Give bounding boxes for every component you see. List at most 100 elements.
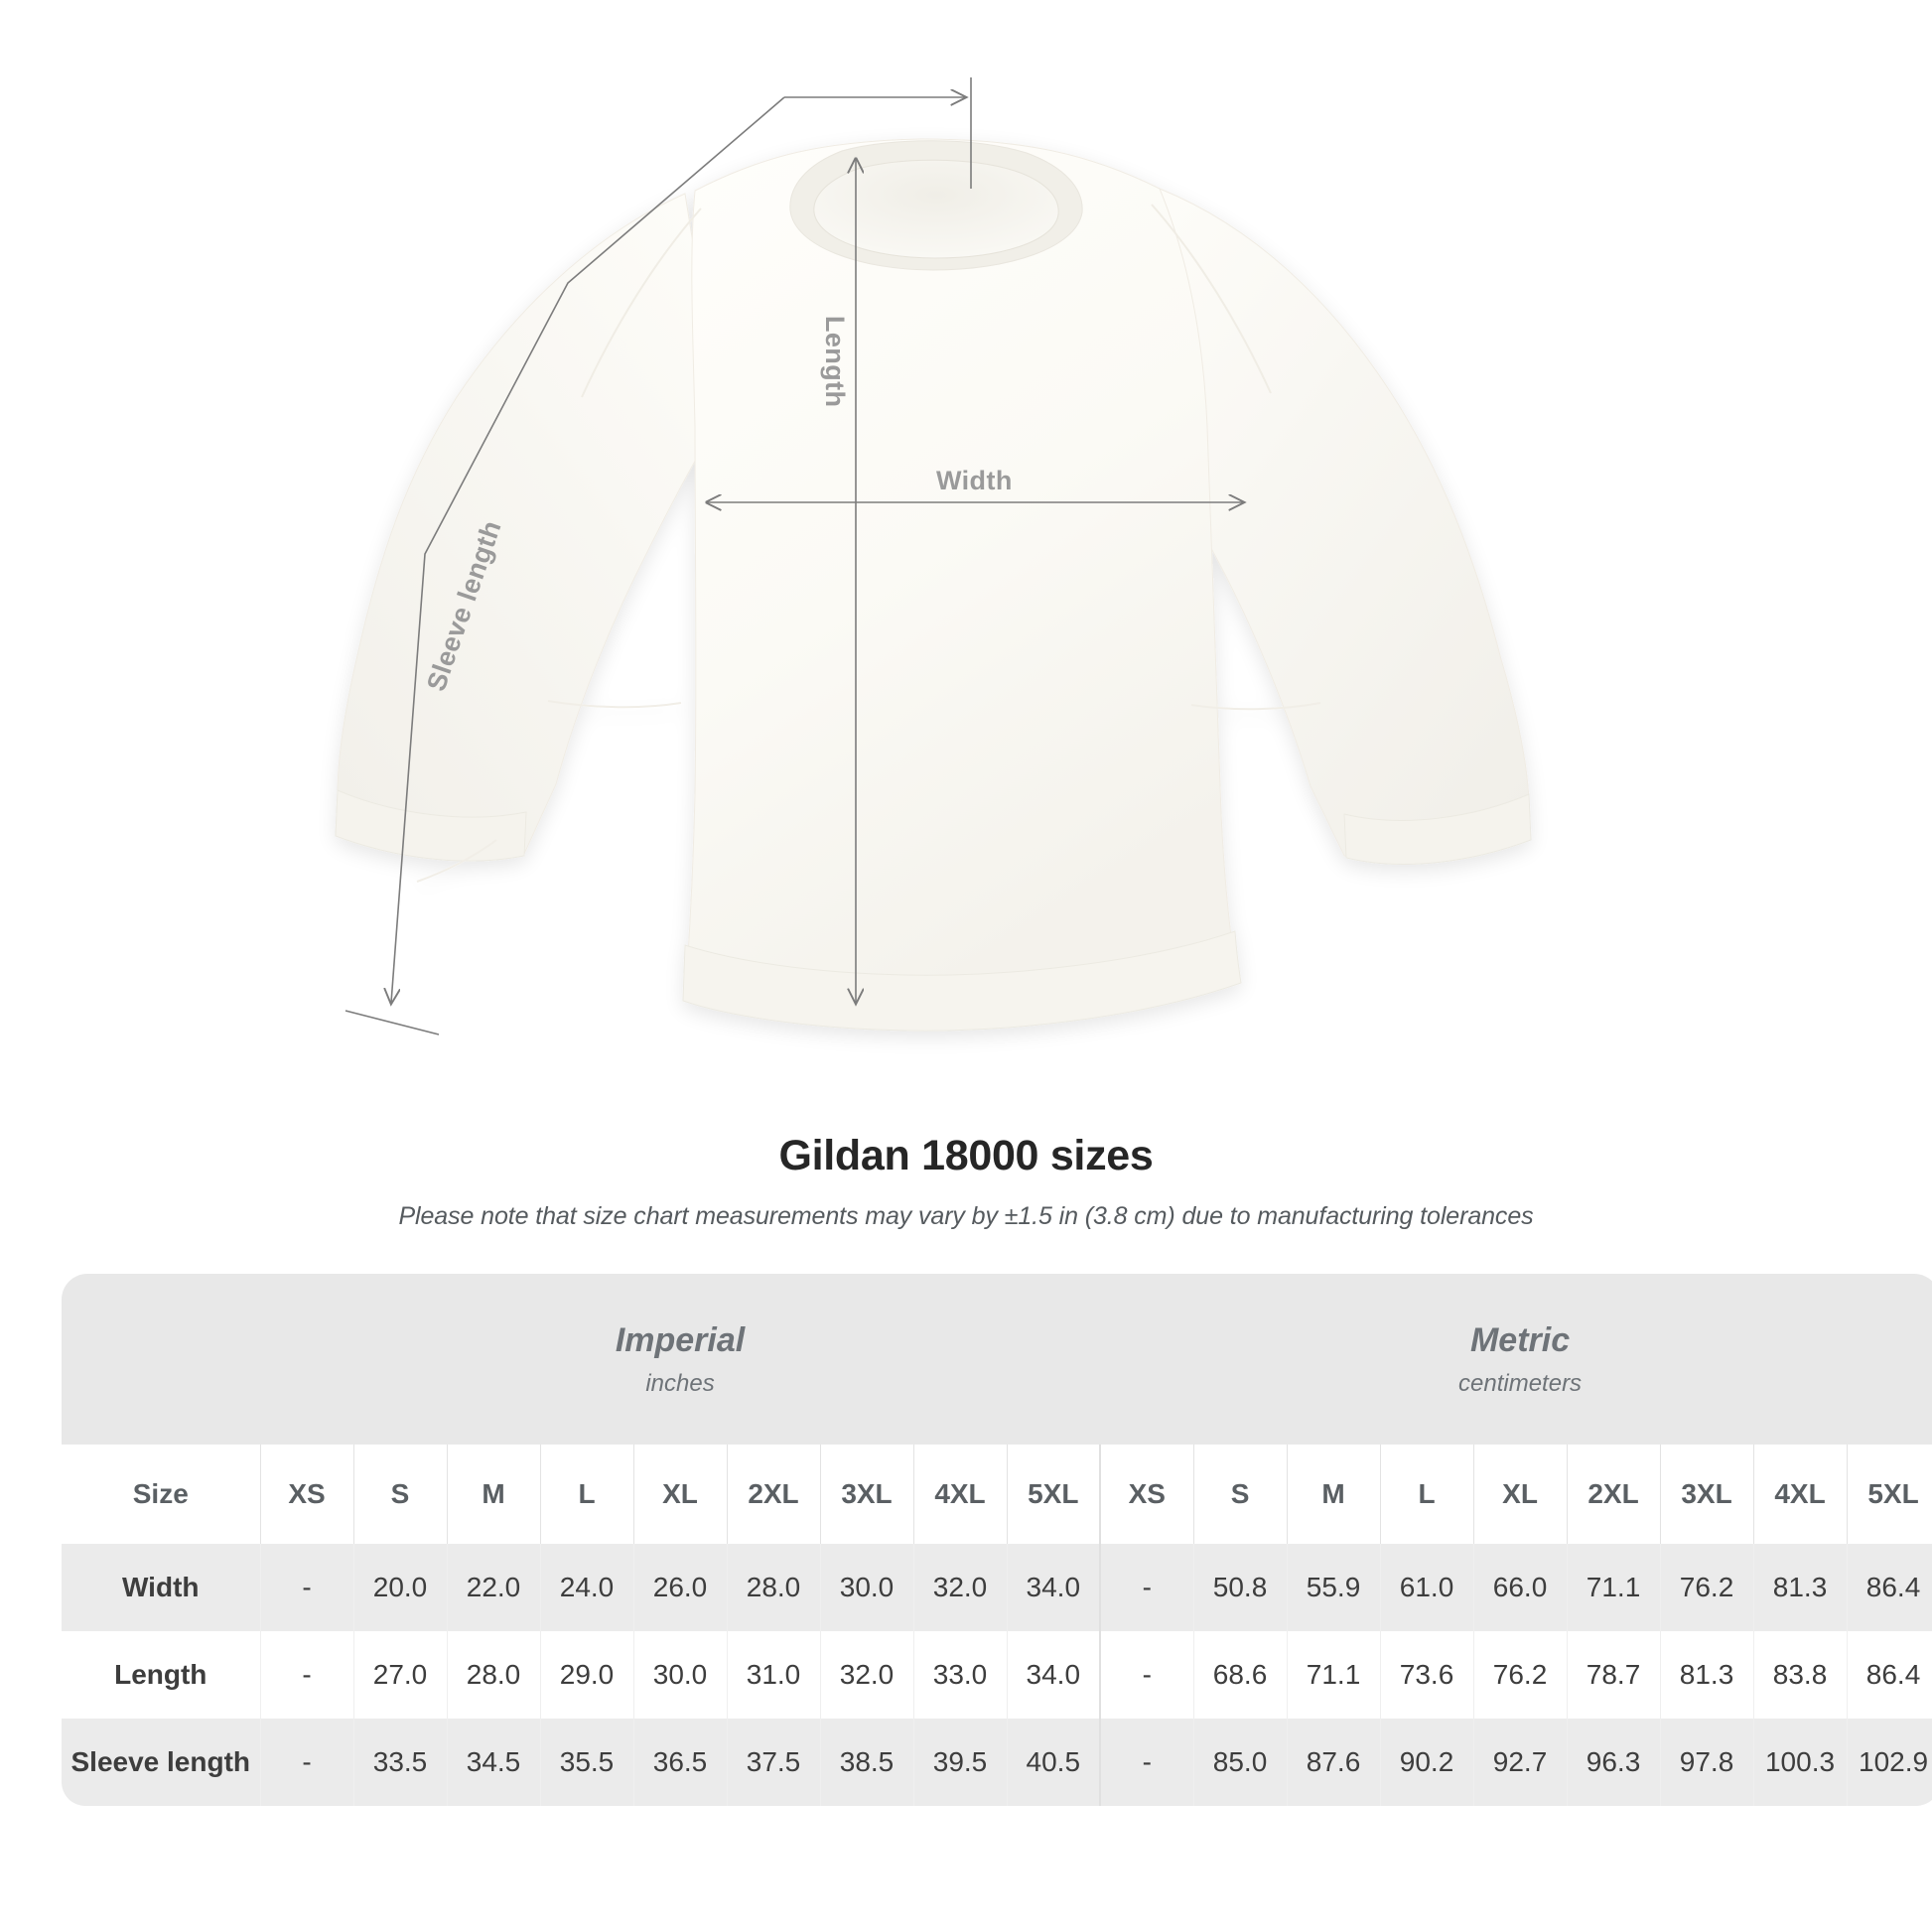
length-label: Length [820,316,850,408]
cell-sleeve-met-3xl: 97.8 [1659,1719,1754,1806]
garment-illustration: Length Width Sleeve length [335,77,1532,1035]
cell-width-imp-xs: - [259,1544,354,1631]
column-header-imp-xl: XL [632,1445,728,1544]
column-header-imp-2xl: 2XL [726,1445,821,1544]
table-row-length: Length - 27.0 28.0 29.0 30.0 31.0 32.0 3… [62,1631,1932,1719]
cell-sleeve-met-m: 87.6 [1286,1719,1381,1806]
cell-length-met-xl: 76.2 [1472,1631,1568,1719]
cell-width-met-m: 55.9 [1286,1544,1381,1631]
cell-width-imp-4xl: 32.0 [912,1544,1008,1631]
cell-length-met-s: 68.6 [1192,1631,1288,1719]
cell-sleeve-imp-xl: 36.5 [632,1719,728,1806]
column-header-met-xs: XS [1099,1445,1194,1544]
cell-sleeve-met-2xl: 96.3 [1566,1719,1661,1806]
cell-length-met-5xl: 86.4 [1846,1631,1932,1719]
cell-length-imp-s: 27.0 [352,1631,448,1719]
cell-width-met-l: 61.0 [1379,1544,1474,1631]
cell-sleeve-imp-4xl: 39.5 [912,1719,1008,1806]
column-header-imp-5xl: 5XL [1006,1445,1101,1544]
tolerance-note: Please note that size chart measurements… [398,1202,1534,1230]
title-block: Gildan 18000 sizes Please note that size… [0,1132,1932,1231]
column-header-imp-3xl: 3XL [819,1445,914,1544]
page-title: Gildan 18000 sizes [778,1132,1154,1179]
cell-length-imp-4xl: 33.0 [912,1631,1008,1719]
cell-length-met-m: 71.1 [1286,1631,1381,1719]
table-row-sleeve-length: Sleeve length - 33.5 34.5 35.5 36.5 37.5… [62,1719,1932,1806]
unit-banner-row: Imperial inches Metric centimeters [62,1274,1932,1445]
cell-length-met-3xl: 81.3 [1659,1631,1754,1719]
column-header-imp-s: S [352,1445,448,1544]
column-header-imp-m: M [446,1445,541,1544]
column-header-imp-4xl: 4XL [912,1445,1008,1544]
cell-length-imp-3xl: 32.0 [819,1631,914,1719]
cell-width-met-3xl: 76.2 [1659,1544,1754,1631]
unit-imperial: Imperial inches [260,1274,1101,1445]
sweatshirt-diagram [335,77,1532,1035]
unit-banner-corner [62,1274,260,1445]
cell-width-met-5xl: 86.4 [1846,1544,1932,1631]
column-header-met-l: L [1379,1445,1474,1544]
cell-length-imp-xl: 30.0 [632,1631,728,1719]
row-label-length: Length [62,1631,261,1719]
cell-sleeve-met-s: 85.0 [1192,1719,1288,1806]
column-header-met-s: S [1192,1445,1288,1544]
cell-length-imp-l: 29.0 [539,1631,634,1719]
column-header-met-2xl: 2XL [1566,1445,1661,1544]
cell-width-imp-m: 22.0 [446,1544,541,1631]
cell-width-met-xs: - [1099,1544,1194,1631]
column-header-met-xl: XL [1472,1445,1568,1544]
row-label-width: Width [62,1544,261,1631]
cell-sleeve-met-l: 90.2 [1379,1719,1474,1806]
row-label-sleeve-length: Sleeve length [62,1719,261,1806]
cell-width-imp-2xl: 28.0 [726,1544,821,1631]
column-header-imp-xs: XS [259,1445,354,1544]
cell-sleeve-met-xl: 92.7 [1472,1719,1568,1806]
cell-width-imp-5xl: 34.0 [1006,1544,1101,1631]
table-row-width: Width - 20.0 22.0 24.0 26.0 28.0 30.0 32… [62,1544,1932,1631]
column-header-imp-l: L [539,1445,634,1544]
cell-sleeve-imp-xs: - [259,1719,354,1806]
cell-width-imp-s: 20.0 [352,1544,448,1631]
cell-length-imp-5xl: 34.0 [1006,1631,1101,1719]
cell-width-imp-xl: 26.0 [632,1544,728,1631]
sweatshirt-body-shape [335,138,1532,1032]
sleeve-length-measure-line [391,96,785,1003]
cell-width-met-2xl: 71.1 [1566,1544,1661,1631]
cell-sleeve-imp-3xl: 38.5 [819,1719,914,1806]
cell-sleeve-met-xs: - [1099,1719,1194,1806]
cell-length-met-4xl: 83.8 [1752,1631,1848,1719]
unit-imperial-name: Imperial [615,1320,746,1359]
cell-length-imp-xs: - [259,1631,354,1719]
cell-sleeve-imp-5xl: 40.5 [1006,1719,1101,1806]
cell-sleeve-met-4xl: 100.3 [1752,1719,1848,1806]
unit-metric: Metric centimeters [1100,1274,1932,1445]
cell-width-met-4xl: 81.3 [1752,1544,1848,1631]
column-header-size: Size [62,1445,261,1544]
column-header-met-4xl: 4XL [1752,1445,1848,1544]
sleeve-end-tick [345,1010,440,1035]
cell-sleeve-imp-l: 35.5 [539,1719,634,1806]
cell-sleeve-imp-m: 34.5 [446,1719,541,1806]
cell-length-met-l: 73.6 [1379,1631,1474,1719]
cell-sleeve-imp-2xl: 37.5 [726,1719,821,1806]
width-label: Width [936,466,1013,495]
column-header-met-m: M [1286,1445,1381,1544]
cell-width-imp-l: 24.0 [539,1544,634,1631]
size-header-row: Size XS S M L XL 2XL 3XL 4XL 5XL XS S M … [62,1445,1932,1544]
unit-metric-name: Metric [1469,1320,1571,1359]
column-header-met-5xl: 5XL [1846,1445,1932,1544]
unit-imperial-sub: inches [645,1370,715,1398]
size-chart-table: Imperial inches Metric centimeters Size … [62,1274,1932,1806]
cell-sleeve-met-5xl: 102.9 [1846,1719,1932,1806]
cell-width-met-s: 50.8 [1192,1544,1288,1631]
cell-width-met-xl: 66.0 [1472,1544,1568,1631]
unit-metric-sub: centimeters [1458,1370,1583,1398]
size-chart-table-wrapper: Imperial inches Metric centimeters Size … [62,1274,1932,1806]
cell-length-imp-2xl: 31.0 [726,1631,821,1719]
cell-length-met-2xl: 78.7 [1566,1631,1661,1719]
cell-length-imp-m: 28.0 [446,1631,541,1719]
cell-width-imp-3xl: 30.0 [819,1544,914,1631]
column-header-met-3xl: 3XL [1659,1445,1754,1544]
cell-length-met-xs: - [1099,1631,1194,1719]
cell-sleeve-imp-s: 33.5 [352,1719,448,1806]
